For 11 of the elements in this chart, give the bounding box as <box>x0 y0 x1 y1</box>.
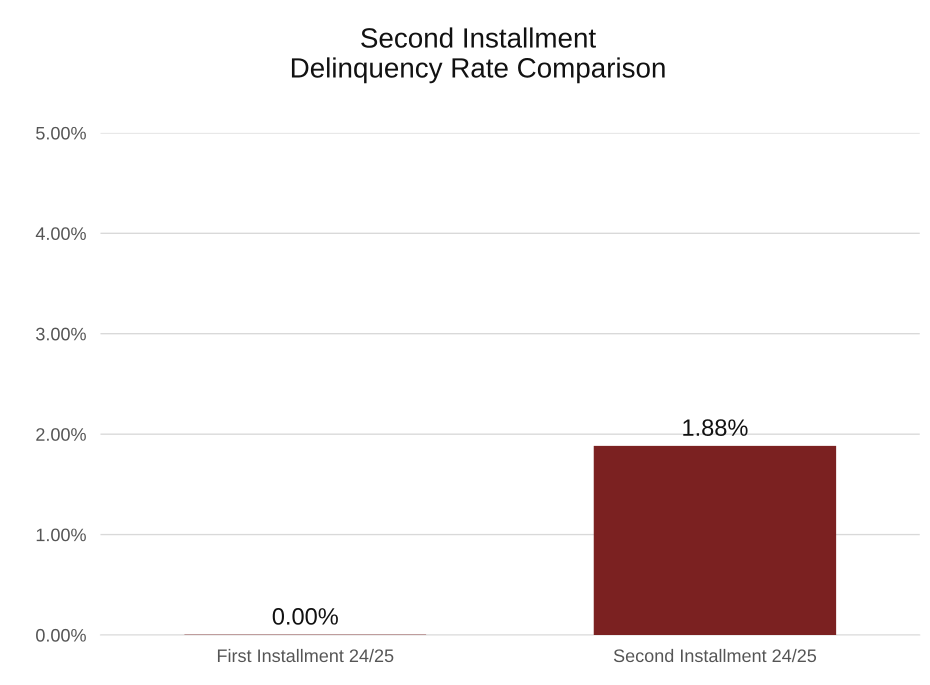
y-tick-label: 3.00% <box>36 328 86 340</box>
data-label: 1.88% <box>683 419 748 436</box>
x-tick-label: Second Installment 24/25 <box>614 648 816 662</box>
chart-title: Second Installment Delinquency Rate Comparison <box>292 27 665 84</box>
y-tick-label: 5.00% <box>36 126 86 140</box>
y-tick-label: 0.00% <box>36 628 86 642</box>
y-tick-label: 1.00% <box>36 528 86 542</box>
data-label: 0.00% <box>272 608 338 625</box>
x-tick-label: First Installment 24/25 <box>218 648 394 662</box>
y-tick-label: 2.00% <box>36 428 86 441</box>
y-tick-label: 4.00% <box>36 227 86 240</box>
